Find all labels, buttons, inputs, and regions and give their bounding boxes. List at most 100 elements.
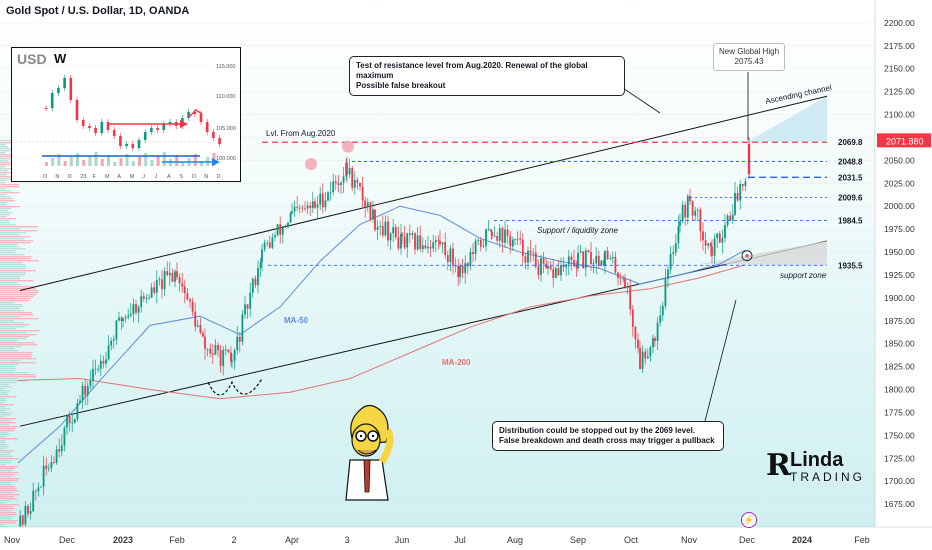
candle-body [381, 226, 384, 236]
inset-volume-bar [82, 160, 86, 166]
price-tick-label: 1775.00 [884, 407, 915, 417]
candle-body [406, 233, 409, 248]
inset-volume-bar [138, 157, 141, 166]
price-tick-label: 2150.00 [884, 64, 915, 74]
candle-body [60, 445, 63, 452]
candle-body [132, 304, 135, 314]
volume-profile-bar [0, 318, 39, 320]
volume-profile-bar [0, 458, 19, 460]
volume-profile-bar [0, 274, 26, 276]
volume-profile-bar [0, 200, 15, 202]
logo-line2: TRADING [790, 470, 865, 484]
price-axis-bg [875, 0, 932, 550]
volume-profile-bar [0, 344, 38, 346]
candle-body [129, 313, 132, 316]
candle-body [726, 215, 729, 226]
candle-body [135, 304, 137, 313]
price-tick-label: 1750.00 [884, 430, 915, 440]
candle-body [244, 304, 246, 315]
candle-body [696, 209, 699, 211]
candle-body [337, 183, 340, 186]
volume-profile-bar [0, 212, 13, 214]
inset-month-label: F [93, 174, 97, 180]
volume-profile-bar [0, 524, 5, 526]
inset-candle-body [131, 144, 135, 148]
volume-profile-bar [0, 252, 16, 254]
candle-body [579, 251, 582, 253]
candle-body [411, 233, 414, 235]
lightning-icon[interactable]: ⚡ [741, 512, 757, 528]
candle-body [174, 271, 176, 282]
volume-profile-bar [0, 500, 12, 502]
candle-body [477, 239, 480, 241]
volume-profile-bar [0, 400, 7, 402]
inset-tick-label: 105.000 [216, 126, 236, 132]
volume-profile-bar [0, 356, 32, 358]
inset-candle-body [150, 128, 153, 132]
volume-profile-bar [0, 518, 12, 520]
candle-body [92, 369, 94, 381]
candle-body [684, 204, 687, 218]
volume-profile-bar [0, 466, 19, 468]
ma200-line [17, 264, 746, 400]
candle-body [107, 345, 110, 360]
volume-profile-bar [0, 316, 21, 318]
candle-body [681, 204, 684, 222]
inset-volume-bar [94, 152, 98, 166]
candle-body [289, 213, 292, 223]
candle-body [24, 506, 27, 525]
volume-profile-bar [0, 366, 15, 368]
volume-profile-bar [0, 412, 12, 414]
candle-body [251, 278, 254, 293]
candle-body [506, 229, 509, 236]
candle-body [545, 263, 548, 269]
candle-body [496, 235, 499, 241]
inset-plot: 115.000 110.000 105.000 100.000 O N D 23 F M A M J J A… [12, 64, 236, 180]
support-touch-marker [741, 250, 753, 262]
candle-body [554, 268, 557, 278]
channel-fill [747, 96, 827, 143]
candle-body [366, 202, 369, 207]
candle-body [444, 242, 447, 256]
candle-body [724, 225, 726, 239]
volume-profile-bar [0, 308, 20, 310]
candle-body [672, 252, 675, 254]
candle-body [624, 278, 626, 288]
level-label: 2009.6 [838, 193, 863, 202]
level-label: 1984.5 [838, 216, 863, 225]
candle-body [29, 511, 32, 514]
inset-candle-body [212, 132, 215, 138]
inset-volume-bar [200, 161, 203, 166]
volume-profile-bar [0, 440, 6, 442]
candle-body [21, 515, 24, 525]
resistance-test-note: Test of resistance level from Aug.2020. … [349, 56, 625, 96]
candle-body [575, 266, 578, 269]
time-tick-label: Nov [681, 535, 698, 545]
volume-profile-bar [0, 396, 17, 398]
price-tick-label: 2050.00 [884, 155, 915, 165]
candle-body [209, 348, 212, 354]
volume-profile-bar [0, 432, 9, 434]
candle-body [79, 400, 81, 403]
candle-body [291, 211, 293, 214]
candle-body [516, 238, 519, 240]
candle-body [231, 361, 233, 362]
candle-body [47, 467, 50, 469]
candle-body [168, 272, 171, 276]
volume-profile-bar [0, 232, 27, 234]
volume-profile-bar [0, 362, 36, 364]
volume-profile-bar [0, 516, 13, 518]
volume-profile-bar [0, 208, 12, 210]
volume-profile-bar [0, 504, 20, 506]
inset-month-label: J [155, 174, 158, 180]
candle-body [68, 416, 71, 424]
time-tick-label: Aug [507, 535, 523, 545]
volume-profile [0, 140, 40, 528]
candle-body [542, 258, 545, 264]
candle-body [153, 287, 156, 293]
volume-profile-bar [0, 474, 15, 476]
volume-profile-bar [0, 184, 20, 186]
logo-line1: Linda [790, 449, 844, 471]
